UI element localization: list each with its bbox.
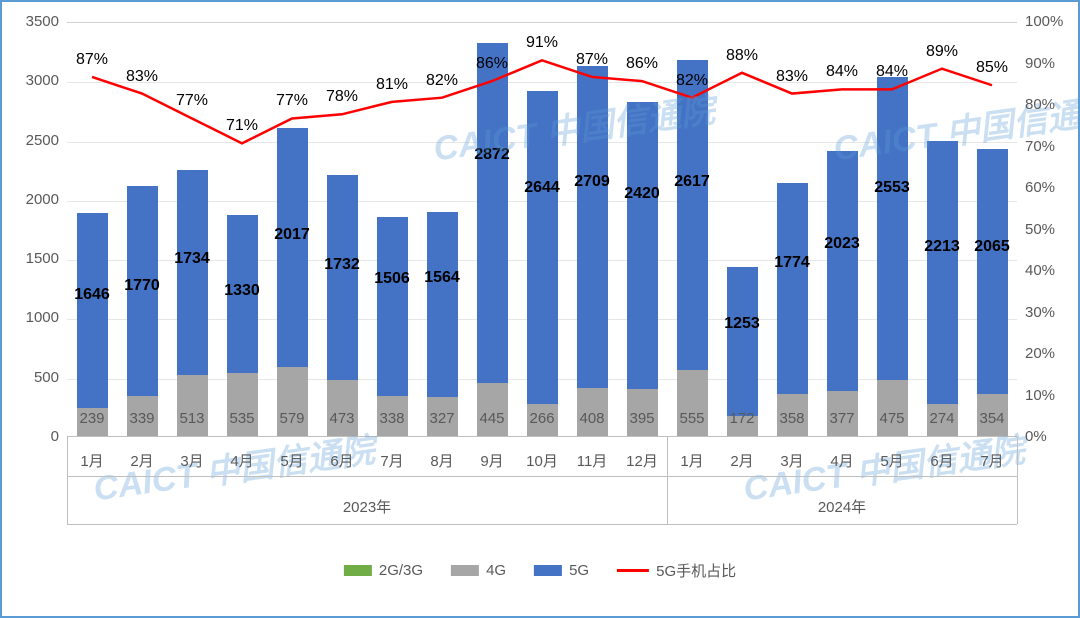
x-tick: 2月 (130, 450, 153, 471)
x-tick: 2月 (730, 450, 753, 471)
y-right-tick: 10% (1025, 387, 1055, 404)
x-tick: 11月 (577, 450, 608, 471)
y-right-tick: 50% (1025, 221, 1055, 238)
legend-label: 4G (486, 562, 506, 579)
y-right-tick: 70% (1025, 138, 1055, 155)
axis-edge (1017, 437, 1018, 524)
legend-swatch (344, 565, 372, 576)
y-right-tick: 100% (1025, 13, 1063, 30)
year-divider (667, 437, 668, 524)
x-tick: 3月 (780, 450, 803, 471)
legend-swatch (451, 565, 479, 576)
y-right-tick: 30% (1025, 304, 1055, 321)
y-left-tick: 500 (2, 369, 59, 386)
x-tick: 5月 (280, 450, 303, 471)
x-tick: 7月 (980, 450, 1003, 471)
line-series (67, 23, 1017, 438)
legend-line-icon (617, 569, 649, 572)
legend-swatch (534, 565, 562, 576)
x-tick: 1月 (80, 450, 103, 471)
year-group-label: 2023年 (343, 496, 391, 517)
legend-item-g23: 2G/3G (344, 562, 423, 579)
year-group-label: 2024年 (818, 496, 866, 517)
y-right-tick: 40% (1025, 262, 1055, 279)
y-right-tick: 90% (1025, 55, 1055, 72)
y-right-tick: 0% (1025, 428, 1047, 445)
x-tick: 7月 (380, 450, 403, 471)
y-right-tick: 20% (1025, 345, 1055, 362)
x-tick: 12月 (626, 450, 658, 471)
year-group-rule (667, 524, 1017, 525)
y-left-tick: 3000 (2, 72, 59, 89)
legend-label: 5G手机占比 (656, 560, 736, 581)
y-left-tick: 2500 (2, 132, 59, 149)
axis-edge (67, 437, 68, 524)
y-left-tick: 1500 (2, 250, 59, 267)
plot-area: 164623987%177033983%173451377%133053571%… (67, 22, 1017, 437)
y-left-tick: 1000 (2, 309, 59, 326)
legend-item-g4: 4G (451, 562, 506, 579)
y-left-tick: 2000 (2, 191, 59, 208)
legend-item-line: 5G手机占比 (617, 560, 736, 581)
chart-container: 164623987%177033983%173451377%133053571%… (0, 0, 1080, 618)
year-group-rule (67, 524, 667, 525)
x-tick: 1月 (680, 450, 703, 471)
y-left-tick: 0 (2, 428, 59, 445)
x-tick: 4月 (230, 450, 253, 471)
x-tick: 8月 (430, 450, 453, 471)
y-right-tick: 80% (1025, 96, 1055, 113)
legend: 2G/3G 4G 5G 5G手机占比 (344, 560, 736, 581)
x-tick: 6月 (930, 450, 953, 471)
y-right-tick: 60% (1025, 179, 1055, 196)
x-tick: 10月 (526, 450, 558, 471)
y-left-tick: 3500 (2, 13, 59, 30)
legend-label: 2G/3G (379, 562, 423, 579)
legend-label: 5G (569, 562, 589, 579)
x-band-rule (67, 476, 1017, 477)
x-tick: 9月 (480, 450, 503, 471)
x-tick: 3月 (180, 450, 203, 471)
x-tick: 6月 (330, 450, 353, 471)
legend-item-g5: 5G (534, 562, 589, 579)
x-tick: 4月 (830, 450, 853, 471)
x-tick: 5月 (880, 450, 903, 471)
